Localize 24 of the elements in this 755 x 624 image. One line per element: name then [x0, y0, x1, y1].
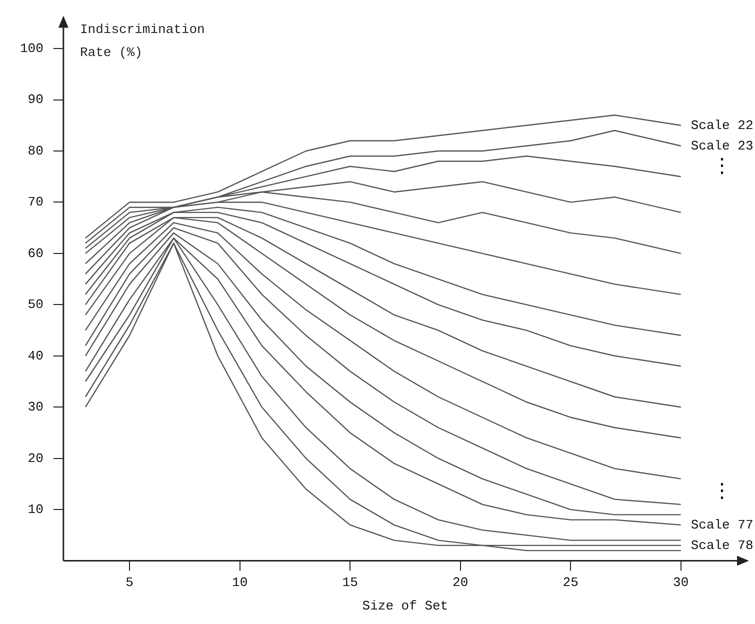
x-tick-label: 5 — [126, 575, 134, 590]
series-label: Scale 78 — [690, 538, 754, 553]
x-tick-label: 15 — [342, 575, 358, 590]
x-tick-label: 10 — [232, 575, 248, 590]
y-tick-label: 40 — [28, 348, 44, 364]
y-tick-label: 90 — [28, 92, 44, 108]
y-tick-label: 100 — [20, 40, 44, 56]
series-label: Scale 77 — [690, 517, 754, 532]
x-tick-label: 20 — [452, 575, 468, 590]
y-tick-label: 80 — [28, 143, 44, 158]
series-label: Scale 23 — [690, 138, 754, 154]
y-tick-label: 50 — [28, 297, 44, 312]
vertical-ellipsis-icon: ⋮ — [712, 158, 732, 178]
y-tick-label: 10 — [28, 502, 44, 518]
x-tick-label: 25 — [562, 575, 578, 590]
y-tick-label: 70 — [28, 194, 44, 210]
series-label: Scale 22 — [690, 118, 754, 133]
x-axis-title: Size of Set — [362, 598, 448, 614]
x-tick-label: 30 — [673, 575, 689, 590]
vertical-ellipsis-icon: ⋮ — [712, 483, 732, 503]
y-tick-label: 20 — [28, 450, 44, 466]
y-tick-label: 30 — [28, 400, 44, 415]
y-tick-label: 60 — [28, 246, 44, 261]
y-axis-title: Indiscrimination Rate (%) — [80, 21, 206, 62]
